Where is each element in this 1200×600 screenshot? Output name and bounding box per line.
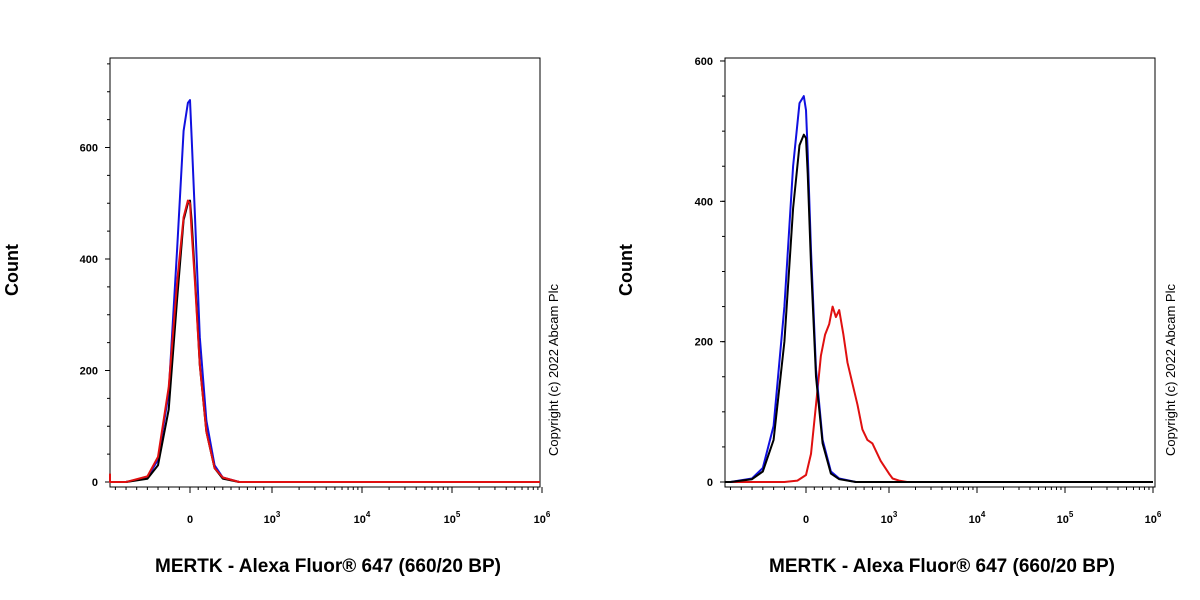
x-tick-label: 0: [187, 514, 193, 526]
x-tick-base: 10: [881, 514, 893, 526]
x-tick-exponent: 3: [893, 510, 898, 519]
x-tick-label: 103: [264, 510, 281, 526]
copyright-notice: Copyright (c) 2022 Abcam Plc: [1163, 284, 1178, 456]
x-tick-label: 0: [803, 514, 809, 526]
y-axis-label: Count: [616, 244, 636, 296]
x-tick-label: 104: [969, 510, 986, 526]
y-tick-label: 400: [80, 254, 98, 266]
x-tick-label: 105: [444, 510, 461, 526]
y-tick-label: 0: [92, 477, 98, 489]
copyright-notice: Copyright (c) 2022 Abcam Plc: [546, 284, 561, 456]
x-tick-label: 106: [534, 510, 551, 526]
x-tick-label: 103: [881, 510, 898, 526]
series-blue-line: [725, 95, 1153, 483]
x-tick-base: 10: [1057, 514, 1069, 526]
y-tick-label: 200: [695, 337, 713, 349]
x-tick-base: 10: [354, 514, 366, 526]
x-tick-base: 10: [969, 514, 981, 526]
y-tick-label: 0: [707, 477, 713, 489]
x-tick-exponent: 6: [546, 510, 551, 519]
y-tick-label: 400: [695, 196, 713, 208]
y-tick-label: 600: [80, 143, 98, 155]
series-blue-line: [110, 99, 540, 483]
y-axis-label: Count: [2, 244, 22, 296]
x-tick-exponent: 5: [1069, 510, 1074, 519]
x-tick-label: 104: [354, 510, 371, 526]
series-black-line: [725, 133, 1153, 483]
series-red-line: [109, 199, 540, 483]
x-axis-label: MERTK - Alexa Fluor® 647 (660/20 BP): [155, 556, 501, 577]
x-tick-base: 10: [534, 514, 546, 526]
x-tick-exponent: 3: [276, 510, 281, 519]
y-tick-label: 600: [695, 56, 713, 68]
x-tick-exponent: 6: [1157, 510, 1162, 519]
x-tick-base: 10: [1145, 514, 1157, 526]
x-tick-exponent: 5: [456, 510, 461, 519]
x-tick-label: 105: [1057, 510, 1074, 526]
x-tick-base: 0: [187, 514, 193, 526]
x-tick-exponent: 4: [981, 510, 986, 519]
x-tick-exponent: 4: [366, 510, 371, 519]
x-tick-base: 10: [264, 514, 276, 526]
x-tick-base: 0: [803, 514, 809, 526]
x-tick-label: 106: [1145, 510, 1162, 526]
x-axis-label: MERTK - Alexa Fluor® 647 (660/20 BP): [769, 556, 1115, 577]
plot-frame: [109, 57, 541, 488]
series-black-line: [110, 199, 540, 483]
series-red-line: [725, 305, 1153, 483]
x-tick-base: 10: [444, 514, 456, 526]
y-tick-label: 200: [80, 366, 98, 378]
plot-frame: [724, 57, 1156, 488]
